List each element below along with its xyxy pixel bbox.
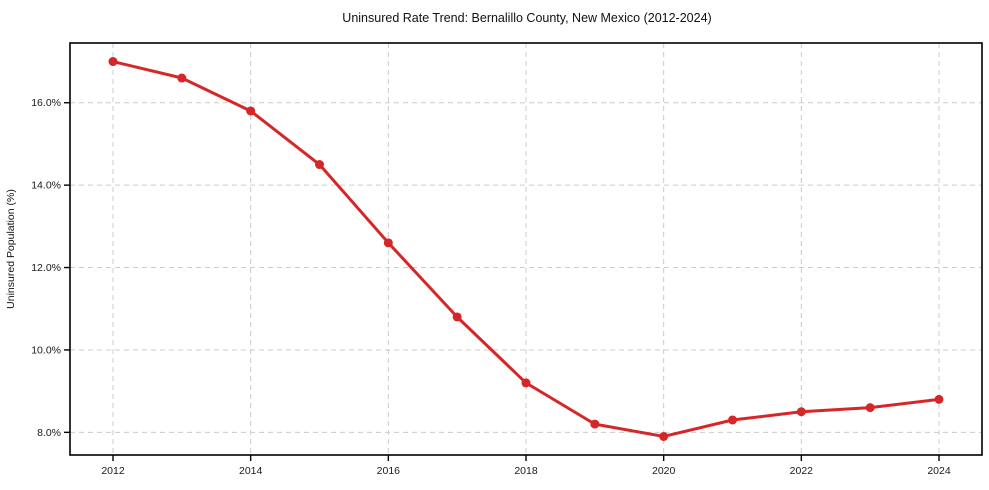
x-tick-label: 2016 [377, 465, 401, 477]
data-point [796, 407, 806, 417]
plot-frame [69, 42, 983, 456]
data-point [315, 160, 324, 170]
data-point [521, 378, 531, 388]
data-point [659, 431, 669, 441]
x-tick-label: 2024 [927, 465, 951, 477]
data-point [177, 73, 187, 83]
x-tick-label: 2022 [790, 465, 814, 477]
y-tick-label: 14.0% [31, 180, 61, 192]
y-tick-label: 12.0% [31, 262, 61, 274]
y-axis-label: Uninsured Population (%) [5, 189, 17, 309]
y-tick-label: 10.0% [31, 344, 61, 356]
plot-area: 8.0% 10.0% 12.0% 14.0% 16.0% 2012 2014 2016 2018… [31, 42, 983, 477]
x-tick-label: 2014 [239, 465, 263, 477]
x-tick-label: 2020 [652, 465, 676, 477]
chart-title: Uninsured Rate Trend: Bernalillo County,… [342, 11, 711, 25]
data-point [590, 419, 600, 429]
y-tick-label: 8.0% [37, 427, 61, 439]
data-point [865, 403, 875, 413]
x-tick-label: 2018 [514, 465, 538, 477]
data-point [728, 415, 737, 425]
data-point [452, 312, 462, 322]
data-point [108, 57, 118, 67]
data-point [246, 106, 256, 116]
x-tick-label: 2012 [101, 465, 125, 477]
data-point [934, 394, 944, 404]
data-point [383, 238, 393, 248]
y-tick-label: 16.0% [31, 97, 61, 109]
